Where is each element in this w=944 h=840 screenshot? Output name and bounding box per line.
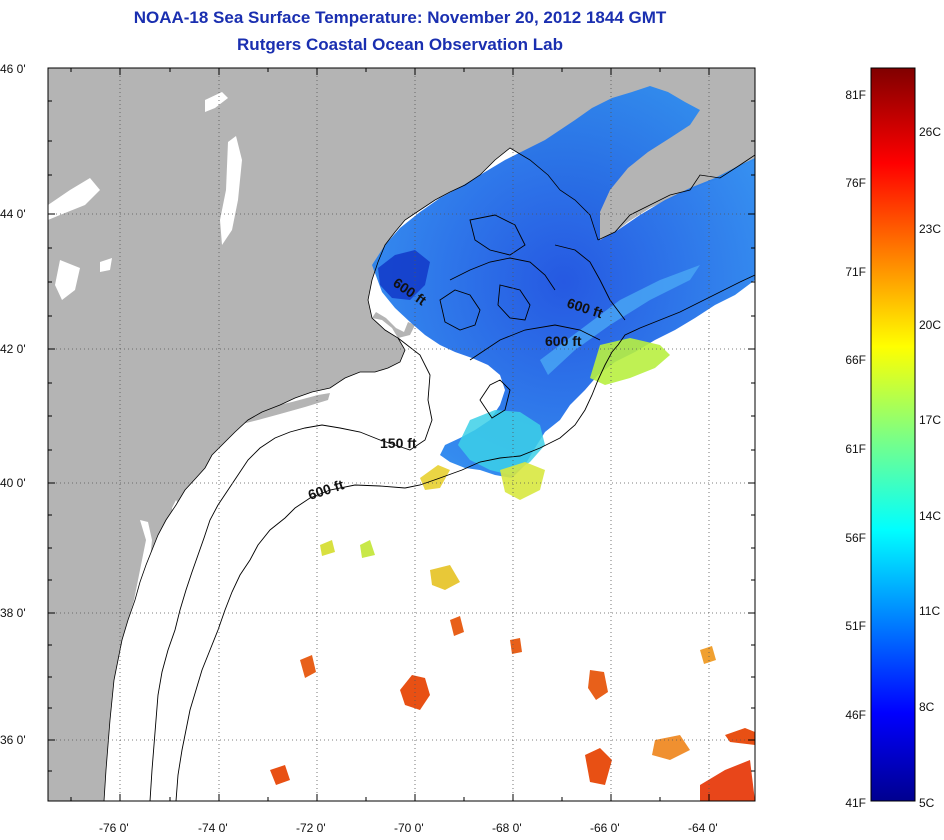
sst-warm-band [590,338,670,385]
colorbar-label-c: 23C [919,222,942,236]
colorbar-label-c: 8C [919,700,935,714]
colorbar-label-f: 41F [845,796,866,810]
lake [48,178,100,220]
lon-label: -66 0' [590,821,620,835]
lat-label: 46 0' [0,62,26,76]
plot-frame [47,67,756,802]
map-title: NOAA-18 Sea Surface Temperature: Novembe… [133,8,667,27]
colorbar-label-c: 5C [919,796,935,810]
lon-label: -68 0' [492,821,522,835]
lon-label: -74 0' [198,821,228,835]
land-cape-cod [372,312,415,338]
lat-label: 38 0' [0,606,26,620]
lake [100,258,112,272]
sst-warm-band [420,465,450,490]
colorbar-label-f: 81F [845,88,866,102]
sst-coldest-patch [378,250,430,300]
colorbar-label-f: 66F [845,353,866,367]
depth-label: 600 ft [545,333,582,349]
colorbar [870,67,916,802]
lake [205,92,228,112]
tick-marks [48,68,755,801]
colorbar-label-f: 46F [845,708,866,722]
land-nova-scotia [598,118,755,240]
colorbar-label-f: 76F [845,176,866,190]
lat-label: 42 0' [0,342,26,356]
sst-warm-band [500,462,545,500]
lat-label: 40 0' [0,476,26,490]
bathymetry-contours [149,214,755,801]
lat-label: 44 0' [0,207,26,221]
depth-label: 150 ft [380,435,417,451]
colorbar-label-c: 14C [919,509,942,523]
colorbar-label-c: 11C [919,604,941,618]
colorbar-label-f: 51F [845,619,866,633]
sst-cold-region [372,86,755,478]
map-subtitle: Rutgers Coastal Ocean Observation Lab [237,35,563,54]
colorbar-label-c: 26C [919,125,942,139]
sst-cyan-region [458,410,545,475]
colorbar-label-c: 20C [919,318,942,332]
lon-label: -64 0' [688,821,718,835]
lake [55,260,80,300]
coastline [103,147,755,801]
colorbar-label-f: 56F [845,531,866,545]
lon-label: -70 0' [394,821,424,835]
lon-label: -76 0' [99,821,129,835]
colorbar-label-f: 61F [845,442,866,456]
land-long-island [240,393,330,424]
delaware-bay [172,500,186,535]
lon-label: -72 0' [296,821,326,835]
colorbar-label-c: 17C [919,413,942,427]
lake [220,136,242,245]
land-mainland [48,68,755,801]
colorbar-label-f: 71F [845,265,866,279]
sst-streak [540,265,700,375]
chesapeake-bay [120,520,152,662]
lat-label: 36 0' [0,733,26,747]
